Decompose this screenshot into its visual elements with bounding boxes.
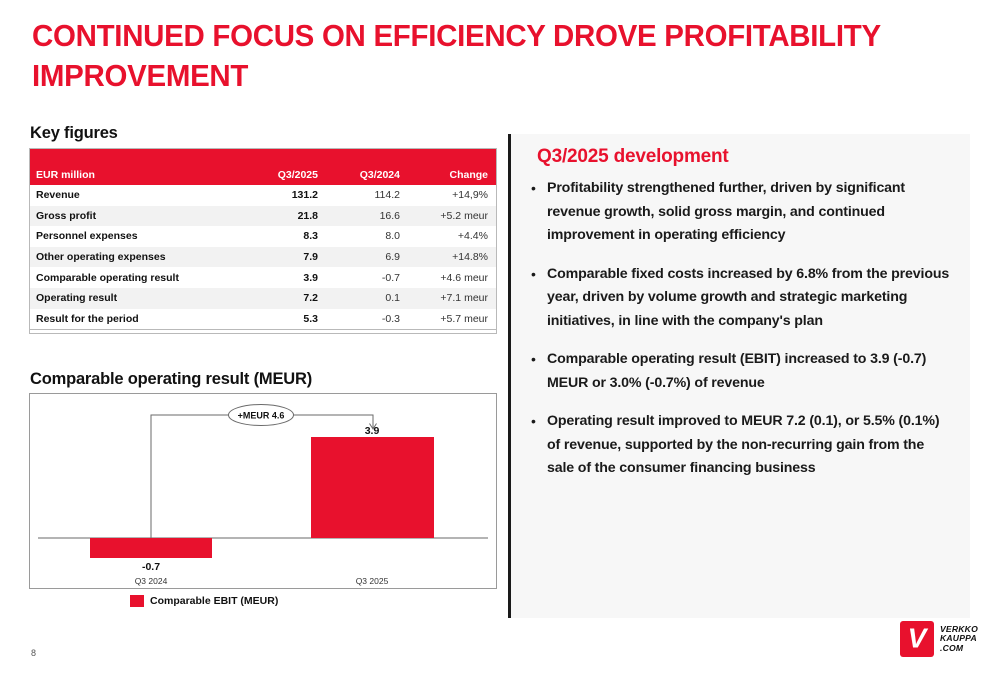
list-item: • Comparable fixed costs increased by 6.… — [531, 263, 954, 334]
logo-wordmark-line2: KAUPPA — [940, 633, 977, 644]
cell-previous: 6.9 — [385, 251, 400, 264]
list-item: • Profitability strengthened further, dr… — [531, 177, 954, 248]
bar-q3-2024 — [90, 538, 212, 558]
page-number: 8 — [31, 648, 37, 658]
table-row: Revenue 131.2 114.2 +14,9% — [30, 185, 496, 206]
column-header-change: Change — [449, 169, 488, 181]
bullet-text: Profitability strengthened further, driv… — [547, 180, 906, 243]
comparable-ebit-chart: +MEUR 4.6 3.9 -0.7 Q3 2024 Q3 2025 — [29, 393, 497, 589]
bullet-icon: • — [531, 265, 536, 282]
cell-change: +5.2 meur — [440, 209, 488, 222]
table-row: Personnel expenses 8.3 8.0 +4.4% — [30, 226, 496, 247]
cell-previous: 0.1 — [385, 292, 400, 305]
cell-metric: Comparable operating result — [36, 271, 179, 284]
cell-current: 8.3 — [303, 230, 318, 243]
legend-swatch-comparable-ebit — [130, 595, 144, 607]
cell-change: +5.7 meur — [440, 312, 488, 325]
key-figures-table: EUR million Q3/2025 Q3/2024 Change Reven… — [29, 148, 497, 335]
cell-previous: 8.0 — [385, 230, 400, 243]
logo-wordmark: VERKKO KAUPPA .COM — [940, 623, 978, 654]
cell-change: +14.8% — [452, 251, 488, 264]
table-row: Operating result 7.2 0.1 +7.1 meur — [30, 287, 496, 309]
bar-q3-2025 — [311, 437, 434, 538]
cell-metric: Operating result — [36, 292, 118, 305]
page-title: CONTINUED FOCUS ON EFFICIENCY DROVE PROF… — [32, 18, 881, 93]
column-header-previous: Q3/2024 — [359, 169, 400, 181]
table-row: Gross profit 21.8 16.6 +5.2 meur — [30, 205, 496, 227]
cell-metric: Result for the period — [36, 312, 139, 325]
table-row: Result for the period 5.3 -0.3 +5.7 meur — [30, 308, 496, 330]
column-header-current: Q3/2025 — [277, 169, 318, 181]
table-bottom-rule — [30, 329, 496, 334]
verkkokauppa-v-icon: V — [900, 621, 934, 657]
bar-value-q3-2024: -0.7 — [142, 561, 160, 573]
table-header-row: EUR million Q3/2025 Q3/2024 Change — [30, 149, 496, 185]
cell-current: 7.2 — [303, 292, 318, 305]
cell-change: +4.4% — [457, 230, 488, 243]
category-label-q3-2025: Q3 2025 — [356, 576, 389, 586]
delta-arrow-head — [369, 423, 377, 430]
brand-logo: V VERKKO KAUPPA .COM — [900, 621, 978, 657]
cell-metric: Gross profit — [36, 209, 97, 222]
category-label-q3-2024: Q3 2024 — [135, 576, 168, 586]
delta-callout-bubble — [228, 404, 294, 426]
cell-current: 131.2 — [291, 189, 318, 202]
cell-current: 7.9 — [303, 251, 318, 264]
bullet-text: Comparable fixed costs increased by 6.8%… — [547, 265, 950, 329]
logo-wordmark-line1: VERKKO — [940, 623, 978, 634]
cell-metric: Other operating expenses — [36, 251, 166, 264]
table-row: Other operating expenses 7.9 6.9 +14.8% — [30, 246, 496, 268]
cell-metric: Personnel expenses — [36, 230, 138, 243]
development-heading: Q3/2025 development — [537, 146, 729, 167]
delta-callout-label: +MEUR 4.6 — [238, 411, 285, 421]
development-panel: Q3/2025 development • Profitability stre… — [508, 134, 970, 618]
logo-mark-letter: V — [907, 622, 927, 654]
chart-canvas: +MEUR 4.6 3.9 -0.7 Q3 2024 Q3 2025 — [38, 404, 488, 586]
table-row: Comparable operating result 3.9 -0.7 +4.… — [30, 267, 496, 288]
chart-legend: Comparable EBIT (MEUR) — [130, 595, 278, 607]
chart-heading: Comparable operating result (MEUR) — [30, 370, 312, 388]
legend-label-comparable-ebit: Comparable EBIT (MEUR) — [150, 595, 279, 607]
bullet-text: Comparable operating result (EBIT) incre… — [547, 351, 927, 391]
cell-change: +7.1 meur — [440, 292, 488, 305]
cell-previous: 114.2 — [374, 189, 401, 202]
list-item: • Comparable operating result (EBIT) inc… — [531, 348, 954, 395]
cell-current: 3.9 — [303, 271, 318, 284]
cell-current: 21.8 — [297, 209, 318, 222]
cell-previous: 16.6 — [379, 209, 400, 222]
cell-change: +4.6 meur — [440, 271, 488, 284]
cell-previous: -0.7 — [381, 271, 400, 284]
bullet-icon: • — [531, 351, 536, 367]
bullet-icon: • — [531, 180, 536, 196]
cell-change: +14,9% — [452, 189, 488, 202]
key-figures-heading: Key figures — [30, 124, 118, 142]
bullet-icon: • — [531, 413, 536, 429]
cell-metric: Revenue — [36, 189, 80, 202]
cell-previous: -0.3 — [381, 312, 400, 325]
logo-wordmark-line3: .COM — [940, 642, 964, 653]
column-header-metric: EUR million — [36, 169, 95, 181]
bar-value-q3-2025: 3.9 — [365, 425, 380, 437]
list-item: • Operating result improved to MEUR 7.2 … — [531, 410, 954, 481]
bullet-text: Operating result improved to MEUR 7.2 (0… — [547, 413, 940, 476]
cell-current: 5.3 — [303, 312, 318, 325]
